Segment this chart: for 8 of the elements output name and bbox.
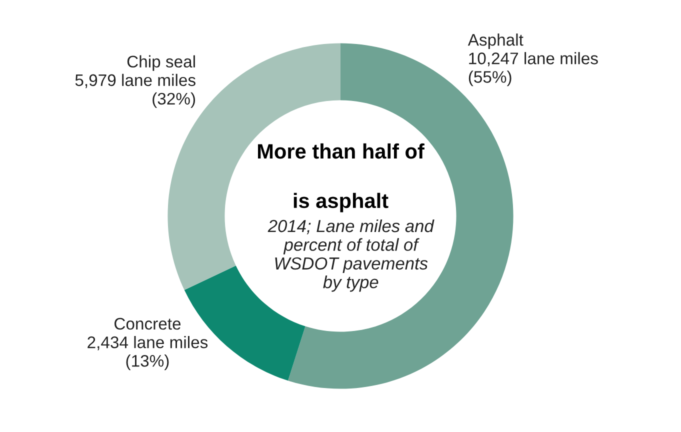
chart-title: More than half of is asphalt (258, 143, 424, 212)
slice-label: Chip seal (127, 55, 195, 71)
data-label: 10,247 lane miles (55%) (468, 52, 598, 86)
data-label: 2,434 lane miles (13%) (88, 336, 208, 370)
data-label: 5,979 lane miles (32%) (75, 74, 196, 108)
slice-label: Concrete (114, 318, 181, 330)
text: 2014; Lane miles and percent of total of WSDOT pavements by type (268, 219, 434, 292)
slice-label: Asphalt (468, 34, 524, 50)
